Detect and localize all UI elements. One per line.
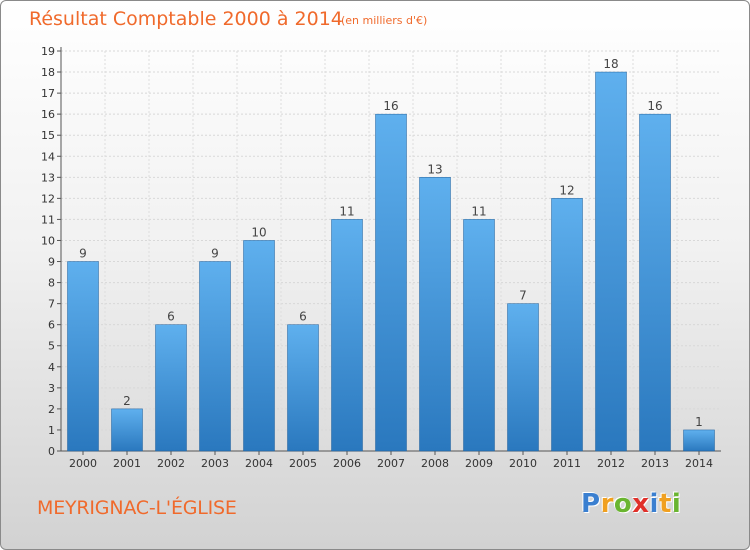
value-label: 11 xyxy=(339,204,354,218)
bars xyxy=(67,71,715,452)
y-tick-label: 10 xyxy=(41,234,55,247)
y-tick-label: 9 xyxy=(48,256,55,269)
y-tick-label: 3 xyxy=(48,382,55,395)
value-label: 7 xyxy=(519,289,527,303)
y-tick-label: 5 xyxy=(48,340,55,353)
x-tick-label: 2000 xyxy=(69,457,97,470)
value-label: 6 xyxy=(299,310,307,324)
x-tick-label: 2006 xyxy=(333,457,361,470)
value-label: 9 xyxy=(211,247,219,261)
x-tick-label: 2004 xyxy=(245,457,273,470)
logo-letter: o xyxy=(613,489,633,519)
y-tick-label: 19 xyxy=(41,45,55,58)
x-tick-label: 2010 xyxy=(509,457,537,470)
value-label: 2 xyxy=(123,394,131,408)
bar-2001[interactable] xyxy=(111,408,143,452)
bar-2004[interactable] xyxy=(243,240,275,452)
y-tick-label: 14 xyxy=(41,150,55,163)
value-label: 18 xyxy=(603,57,618,71)
x-tick-label: 2012 xyxy=(597,457,625,470)
bar-2003[interactable] xyxy=(199,261,231,452)
value-label: 16 xyxy=(383,99,398,113)
y-tick-label: 16 xyxy=(41,108,55,121)
bar-2014[interactable] xyxy=(683,429,715,452)
value-label: 16 xyxy=(647,99,662,113)
y-tick-label: 7 xyxy=(48,298,55,311)
bar-2013[interactable] xyxy=(639,113,671,452)
value-label: 13 xyxy=(427,162,442,176)
y-tick-label: 6 xyxy=(48,319,55,332)
bar-2010[interactable] xyxy=(507,303,539,452)
value-label: 10 xyxy=(251,225,266,239)
value-label: 11 xyxy=(471,204,486,218)
value-label: 9 xyxy=(79,247,87,261)
x-tick-label: 2008 xyxy=(421,457,449,470)
y-tick-label: 17 xyxy=(41,87,55,100)
bar-2012[interactable] xyxy=(595,71,627,452)
value-label: 1 xyxy=(695,415,703,429)
x-tick-label: 2014 xyxy=(685,457,713,470)
x-tick-label: 2002 xyxy=(157,457,185,470)
x-tick-label: 2007 xyxy=(377,457,405,470)
y-tick-label: 0 xyxy=(48,445,55,458)
logo-letter: t xyxy=(658,489,672,519)
bar-2011[interactable] xyxy=(551,198,583,452)
y-tick-label: 8 xyxy=(48,277,55,290)
bar-2002[interactable] xyxy=(155,324,187,452)
y-tick-label: 2 xyxy=(48,403,55,416)
y-tick-label: 15 xyxy=(41,129,55,142)
bar-2005[interactable] xyxy=(287,324,319,452)
logo-letter: i xyxy=(649,489,659,519)
x-tick-label: 2001 xyxy=(113,457,141,470)
chart-title: Résultat Comptable 2000 à 2014 xyxy=(29,8,343,30)
x-tick-label: 2003 xyxy=(201,457,229,470)
proxiti-logo[interactable]: Proxiti xyxy=(581,489,681,519)
x-tick-label: 2013 xyxy=(641,457,669,470)
value-label: 6 xyxy=(167,310,175,324)
bar-2008[interactable] xyxy=(419,177,451,452)
y-tick-label: 13 xyxy=(41,171,55,184)
y-tick-label: 11 xyxy=(41,213,55,226)
bar-2000[interactable] xyxy=(67,261,99,452)
commune-name: MEYRIGNAC-L'ÉGLISE xyxy=(37,497,237,519)
bar-2007[interactable] xyxy=(375,113,407,452)
y-tick-label: 1 xyxy=(48,424,55,437)
x-tick-label: 2011 xyxy=(553,457,581,470)
bar-2006[interactable] xyxy=(331,219,363,452)
y-tick-label: 12 xyxy=(41,192,55,205)
logo-letter: i xyxy=(671,489,682,519)
logo-letter: r xyxy=(600,489,614,519)
value-label: 12 xyxy=(559,183,574,197)
x-tick-label: 2005 xyxy=(289,457,317,470)
y-tick-label: 18 xyxy=(41,66,55,79)
logo-letter: P xyxy=(581,489,601,519)
x-tick-label: 2009 xyxy=(465,457,493,470)
chart-subtitle: (en milliers d'€) xyxy=(341,14,428,27)
bar-2009[interactable] xyxy=(463,219,495,452)
y-tick-label: 4 xyxy=(48,361,55,374)
logo-letter: x xyxy=(632,489,650,519)
labels: 0123456789101112131415161718199200022001… xyxy=(41,45,713,470)
